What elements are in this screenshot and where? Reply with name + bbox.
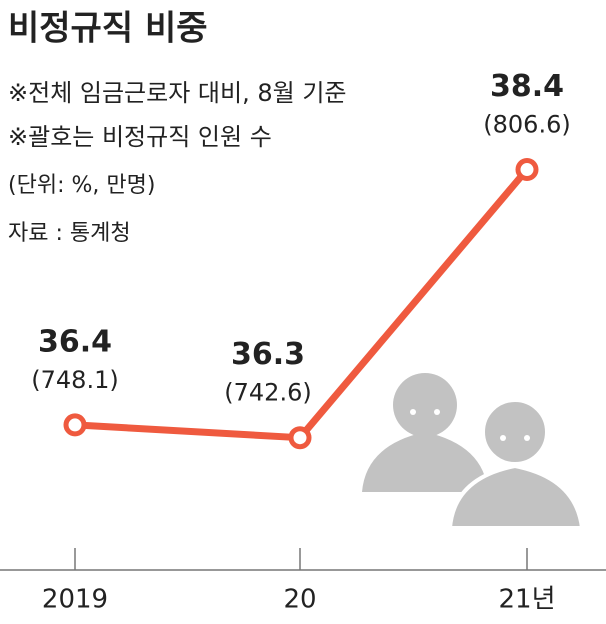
count-label: (742.6): [224, 379, 311, 407]
count-label: (748.1): [31, 366, 118, 394]
x-tick-label: 21년: [498, 585, 555, 615]
data-point: [515, 158, 539, 182]
note: 자료 : 통계청: [8, 221, 131, 246]
people-icon: [362, 373, 585, 530]
x-tick-label: 2019: [42, 585, 108, 615]
note: (단위: %, 만명): [8, 173, 155, 198]
count-label: (806.6): [483, 111, 570, 139]
value-label: 38.4: [490, 69, 564, 104]
note: ※전체 임금근로자 대비, 8월 기준: [8, 79, 346, 107]
chart-title: 비정규직 비중: [8, 9, 208, 49]
data-point: [63, 413, 87, 437]
value-label: 36.4: [38, 324, 112, 359]
icon-face: [410, 409, 530, 441]
data-point: [288, 426, 312, 450]
x-tick-label: 20: [283, 585, 316, 615]
note: ※괄호는 비정규직 인원 수: [8, 123, 272, 151]
value-label: 36.3: [231, 337, 305, 372]
